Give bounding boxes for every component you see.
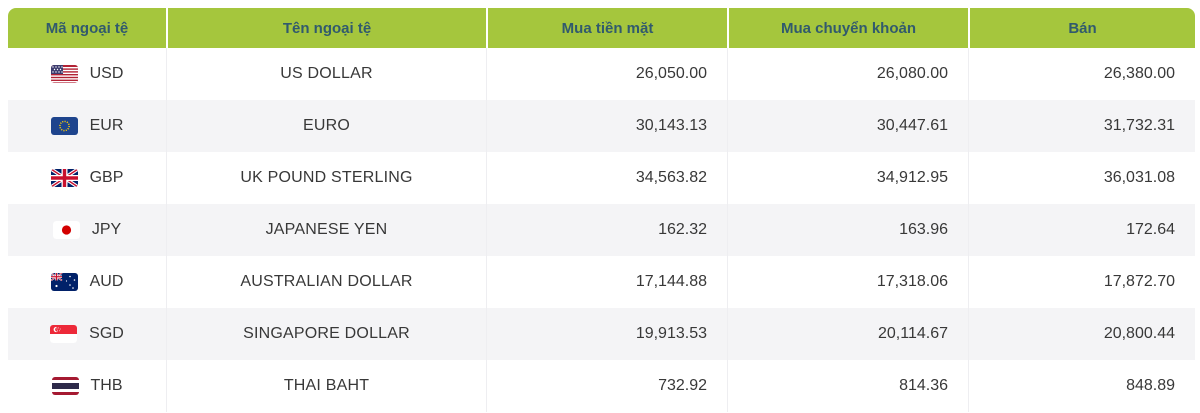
currency-code-cell: SGD [8,308,166,360]
sell-cell: 17,872.70 [968,256,1195,308]
sell-cell: 31,732.31 [968,100,1195,152]
column-header-sell: Bán [968,8,1195,48]
transfer-buy-cell: 17,318.06 [727,256,968,308]
currency-name-cell: AUSTRALIAN DOLLAR [166,256,486,308]
transfer-buy-cell: 163.96 [727,204,968,256]
table-row-jpy: JPY JAPANESE YEN 162.32 163.96 172.64 [8,204,1195,256]
sell-cell: 20,800.44 [968,308,1195,360]
table-row-thb: THB THAI BAHT 732.92 814.36 848.89 [8,360,1195,412]
cash-buy-cell: 17,144.88 [486,256,727,308]
cash-buy-cell: 26,050.00 [486,48,727,100]
currency-name-cell: EURO [166,100,486,152]
thb-flag-icon [51,377,79,395]
cash-buy-cell: 30,143.13 [486,100,727,152]
currency-code: SGD [89,325,124,342]
table-row-usd: USD US DOLLAR 26,050.00 26,080.00 26,380… [8,48,1195,100]
transfer-buy-cell: 26,080.00 [727,48,968,100]
exchange-rate-table: Mã ngoại tệ Tên ngoại tệ Mua tiền mặt Mu… [8,8,1195,412]
table-row-aud: AUD AUSTRALIAN DOLLAR 17,144.88 17,318.0… [8,256,1195,308]
currency-code: JPY [91,221,122,238]
sell-cell: 848.89 [968,360,1195,412]
column-header-cash-buy: Mua tiền mặt [486,8,727,48]
sgd-flag-icon [50,325,78,343]
table-row-gbp: GBP UK POUND STERLING 34,563.82 34,912.9… [8,152,1195,204]
currency-code-cell: THB [8,360,166,412]
currency-code: EUR [89,117,124,134]
currency-name-cell: JAPANESE YEN [166,204,486,256]
transfer-buy-cell: 30,447.61 [727,100,968,152]
transfer-buy-cell: 814.36 [727,360,968,412]
usd-flag-icon [50,65,78,83]
currency-code: GBP [89,169,124,186]
aud-flag-icon [50,273,78,291]
table-header-row: Mã ngoại tệ Tên ngoại tệ Mua tiền mặt Mu… [8,8,1195,48]
sell-cell: 36,031.08 [968,152,1195,204]
gbp-flag-icon [50,169,78,187]
currency-code-cell: USD [8,48,166,100]
currency-code-cell: EUR [8,100,166,152]
currency-code-cell: JPY [8,204,166,256]
table-row-sgd: SGD SINGAPORE DOLLAR 19,913.53 20,114.67… [8,308,1195,360]
currency-code: AUD [89,273,124,290]
sell-cell: 26,380.00 [968,48,1195,100]
cash-buy-cell: 162.32 [486,204,727,256]
currency-code: USD [89,65,124,82]
cash-buy-cell: 19,913.53 [486,308,727,360]
currency-name-cell: THAI BAHT [166,360,486,412]
eur-flag-icon [50,117,78,135]
currency-name-cell: SINGAPORE DOLLAR [166,308,486,360]
jpy-flag-icon [52,221,80,239]
sell-cell: 172.64 [968,204,1195,256]
currency-name-cell: UK POUND STERLING [166,152,486,204]
cash-buy-cell: 34,563.82 [486,152,727,204]
currency-name-cell: US DOLLAR [166,48,486,100]
column-header-transfer-buy: Mua chuyển khoản [727,8,968,48]
transfer-buy-cell: 34,912.95 [727,152,968,204]
transfer-buy-cell: 20,114.67 [727,308,968,360]
table-row-eur: EUR EURO 30,143.13 30,447.61 31,732.31 [8,100,1195,152]
currency-code: THB [90,377,123,394]
currency-code-cell: GBP [8,152,166,204]
column-header-currency-code: Mã ngoại tệ [8,8,166,48]
cash-buy-cell: 732.92 [486,360,727,412]
column-header-currency-name: Tên ngoại tệ [166,8,486,48]
currency-code-cell: AUD [8,256,166,308]
